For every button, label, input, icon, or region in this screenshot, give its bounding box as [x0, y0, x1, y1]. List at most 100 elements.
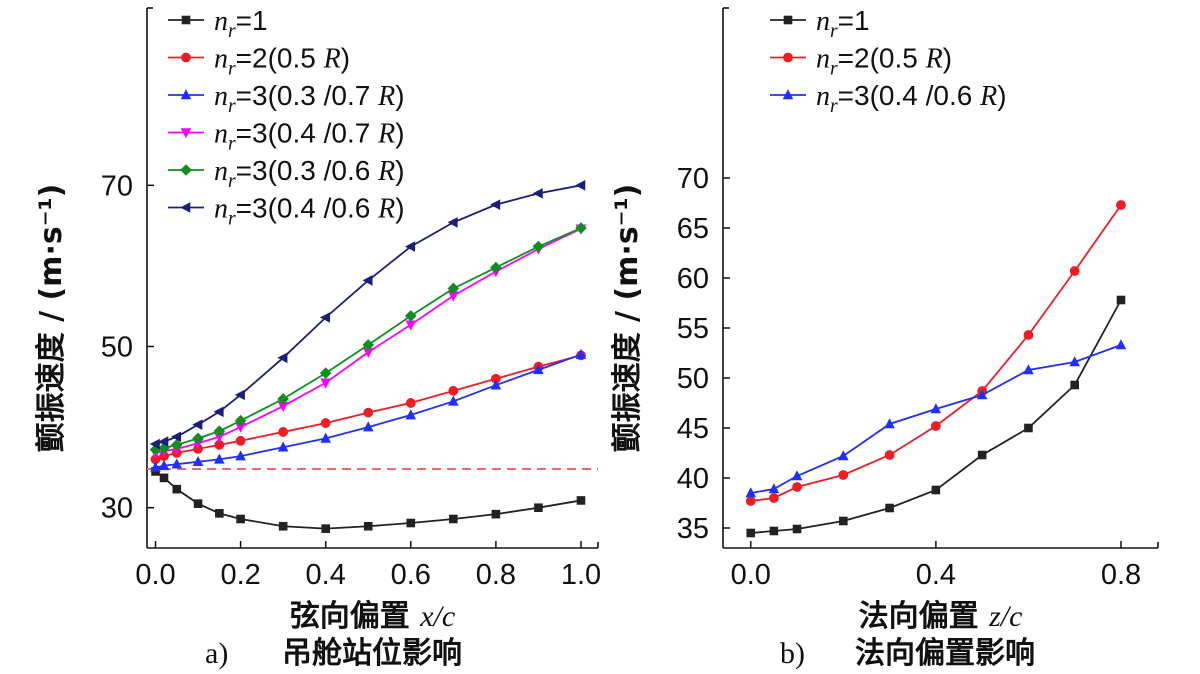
data-point — [745, 487, 757, 498]
data-point — [976, 389, 988, 400]
data-point — [235, 450, 246, 461]
legend-value: =3 — [236, 155, 268, 186]
data-point — [319, 312, 330, 323]
data-point — [532, 240, 545, 253]
legend-R: R — [925, 44, 943, 75]
legend-R: R — [377, 156, 395, 187]
data-point — [362, 275, 373, 286]
data-point — [405, 409, 417, 420]
data-point — [170, 431, 182, 443]
legend-offset: (0.3 /0.7 — [268, 80, 379, 111]
legend-label: nr=3(0.3 /0.7 R) — [214, 80, 405, 117]
legend-offset: (0.5 — [268, 43, 324, 74]
legend-n: n — [214, 81, 228, 112]
data-point — [1116, 200, 1126, 210]
series-line — [750, 344, 1122, 494]
panel-b-caption-letter: b) — [780, 637, 805, 670]
series-line — [155, 353, 582, 469]
data-point — [1069, 356, 1081, 367]
legend-marker — [180, 128, 192, 139]
legend-R: R — [377, 81, 395, 112]
data-point — [575, 348, 587, 359]
y-tick-label: 70 — [677, 163, 709, 195]
x-tick-label: 0.2 — [220, 559, 260, 591]
data-point — [159, 473, 169, 483]
legend-R: R — [323, 44, 341, 75]
x-axis-label: 弦向偏置 x/c — [290, 599, 455, 634]
data-point — [150, 454, 161, 465]
legend-sub: r — [830, 96, 838, 117]
data-point — [1070, 380, 1080, 390]
legend-value: =3 — [236, 80, 268, 111]
data-point — [363, 521, 373, 531]
legend-paren: ) — [395, 155, 404, 186]
data-point — [792, 524, 802, 534]
data-point — [192, 432, 204, 445]
x-tick-label: 0.8 — [476, 559, 516, 591]
x-tick-label: 0.0 — [731, 559, 771, 591]
data-point — [885, 503, 894, 513]
data-point — [1069, 266, 1080, 276]
legend-marker — [180, 202, 191, 213]
legend-marker — [782, 89, 794, 100]
series-2 — [745, 339, 1127, 498]
data-point — [214, 439, 225, 450]
legend-label: nr=2(0.5 R) — [214, 43, 350, 80]
data-point — [405, 398, 416, 408]
legend-label: nr=3(0.4 /0.6 R) — [214, 193, 405, 230]
data-point — [362, 347, 374, 358]
data-point — [490, 379, 502, 390]
y-axis-label: 颤振速度 / (m·s⁻¹) — [610, 184, 645, 453]
legend-marker — [180, 164, 192, 176]
y-tick-label: 30 — [101, 493, 133, 525]
legend-n: n — [214, 194, 228, 225]
data-point — [791, 470, 803, 481]
panel-a-chart: 0.0 0.2 0.4 0.6 0.8 1.0 30 50 70 弦向偏置 x/c 颤振速度 / (… — [34, 5, 601, 634]
data-point — [448, 291, 459, 302]
data-point — [405, 320, 417, 331]
data-point — [838, 470, 849, 480]
data-point — [575, 180, 586, 191]
legend-sub: r — [228, 96, 236, 117]
legend-paren: ) — [943, 43, 952, 74]
data-point — [234, 389, 245, 401]
legend-marker — [180, 89, 192, 100]
data-point — [447, 282, 460, 295]
data-point — [448, 385, 459, 396]
data-point — [575, 222, 587, 234]
data-point — [1023, 364, 1034, 375]
legend-paren: ) — [997, 80, 1006, 111]
legend-sub: r — [228, 134, 236, 155]
data-point — [320, 378, 331, 389]
data-point — [746, 528, 756, 538]
series-2 — [150, 348, 587, 472]
y-tick-label: 40 — [677, 463, 709, 495]
legend-offset: (0.5 — [870, 43, 926, 74]
series-5 — [149, 180, 586, 450]
data-point — [213, 425, 226, 437]
data-point — [745, 496, 756, 506]
y-tick-label: 70 — [101, 170, 133, 202]
legend-R: R — [979, 81, 997, 112]
data-point — [406, 518, 416, 528]
data-point — [491, 509, 501, 519]
data-point — [235, 422, 246, 433]
data-point — [931, 485, 941, 495]
legend-label: nr=3(0.4 /0.7 R) — [214, 118, 405, 155]
y-tick-label: 50 — [677, 363, 709, 395]
data-point — [534, 503, 543, 513]
data-point — [277, 401, 289, 412]
series-line — [750, 299, 1122, 534]
legend-value: =2 — [236, 43, 268, 74]
x-tick-label: 0.6 — [391, 559, 431, 591]
data-point — [490, 261, 502, 274]
data-point — [170, 439, 183, 451]
y-tick-label: 45 — [677, 413, 709, 445]
data-point — [576, 496, 586, 505]
legend-n: n — [214, 156, 228, 187]
data-point — [404, 310, 417, 322]
legend-paren: ) — [341, 43, 350, 74]
legend-offset: (0.3 /0.6 — [268, 155, 379, 186]
data-point — [235, 435, 246, 446]
data-point — [839, 516, 848, 526]
